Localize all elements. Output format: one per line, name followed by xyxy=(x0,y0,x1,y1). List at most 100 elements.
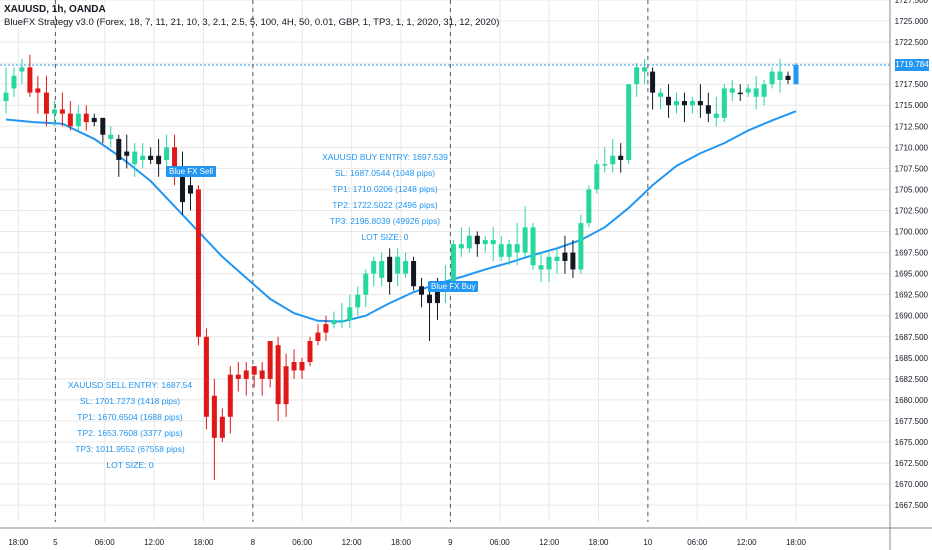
candle-body xyxy=(116,138,122,160)
y-tick-label: 1725.000 xyxy=(895,17,929,26)
sell-tp1: TP1: 1670.6504 (1688 pips) xyxy=(77,412,183,422)
sell-tp2: TP2: 1653.7608 (3377 pips) xyxy=(77,428,183,438)
candle-body xyxy=(27,67,33,93)
candle-body xyxy=(19,67,25,72)
candle-body xyxy=(745,88,751,93)
candle-body xyxy=(148,155,154,160)
candle-body xyxy=(761,84,767,97)
candle-body xyxy=(753,88,759,97)
candle-body xyxy=(180,172,186,203)
candle-body xyxy=(578,223,584,270)
sell-lot: LOT SIZE: 0 xyxy=(106,460,154,470)
sell-tp3: TP3: 1011.9552 (67558 pips) xyxy=(75,444,185,454)
candle-body xyxy=(602,164,608,166)
candle-body xyxy=(51,109,57,114)
candle-body xyxy=(203,336,209,417)
last-price-badge: 1719.784 xyxy=(895,58,929,71)
y-tick-label: 1692.500 xyxy=(895,291,929,300)
candle-body xyxy=(650,71,656,93)
y-tick-label: 1695.000 xyxy=(895,270,929,279)
x-tick-label: 06:00 xyxy=(292,538,313,547)
buy-tp1: TP1: 1710.0206 (1248 pips) xyxy=(332,184,438,194)
candle-body xyxy=(562,252,568,261)
candle-body xyxy=(195,189,201,337)
candle-body xyxy=(514,244,520,253)
y-tick-label: 1717.500 xyxy=(895,80,929,89)
candle-body xyxy=(737,92,743,95)
candle-body xyxy=(658,92,664,97)
candle-body xyxy=(211,395,217,438)
candle-body xyxy=(43,92,49,114)
candle-body xyxy=(363,273,369,295)
candle-body xyxy=(777,71,783,80)
candle-body xyxy=(83,113,89,123)
x-tick-label: 5 xyxy=(53,538,58,547)
sell-entry: XAUUSD SELL ENTRY: 1687.54 xyxy=(67,380,193,390)
candle-body xyxy=(490,239,496,245)
candle-body xyxy=(108,134,114,139)
x-tick-label: 9 xyxy=(448,538,453,547)
candle-body xyxy=(785,75,791,80)
candle-body xyxy=(124,151,130,156)
candle-body xyxy=(164,147,170,160)
candle-body xyxy=(67,113,73,127)
chart-title: XAUUSD, 1h, OANDA xyxy=(4,4,106,15)
candle-body xyxy=(235,374,241,379)
candle-body xyxy=(419,286,425,295)
y-tick-label: 1702.500 xyxy=(895,206,929,215)
candle-body xyxy=(339,319,345,322)
candle-body xyxy=(666,96,672,106)
candle-body xyxy=(506,244,512,257)
candle-body xyxy=(291,362,297,371)
candle-body xyxy=(554,256,560,261)
day-separators xyxy=(54,0,649,522)
y-tick-label: 1727.500 xyxy=(895,0,929,5)
y-tick-label: 1675.000 xyxy=(895,438,929,447)
candle-body xyxy=(3,92,9,102)
moving-average xyxy=(5,110,797,323)
symbol-label: XAUUSD, 1h, OANDA xyxy=(4,4,106,15)
candle-body xyxy=(689,101,695,106)
buy-info-panel: XAUUSD BUY ENTRY: 1697.539 SL: 1687.0544… xyxy=(320,149,450,245)
sell-signal-tag: Blue FX Sell xyxy=(166,166,217,177)
candle-body xyxy=(594,164,600,190)
candle-body xyxy=(546,256,552,270)
candle-body xyxy=(697,101,703,106)
candle-body xyxy=(59,109,65,114)
candle-body xyxy=(626,84,632,160)
sell-info-panel: XAUUSD SELL ENTRY: 1687.54 SL: 1701.7273… xyxy=(65,377,195,473)
x-tick-label: 18:00 xyxy=(193,538,214,547)
x-tick-label: 8 xyxy=(251,538,256,547)
candle-body xyxy=(642,67,648,72)
candle-body xyxy=(721,88,727,118)
candle-body xyxy=(729,88,735,93)
buy-signal-tag: Blue FX Buy xyxy=(428,281,479,292)
candle-body xyxy=(299,362,305,371)
candle-body xyxy=(634,67,640,85)
candle-body xyxy=(426,294,432,304)
candle-body xyxy=(315,332,321,341)
candle-body xyxy=(610,155,616,165)
candle-body xyxy=(586,189,592,224)
buy-lot: LOT SIZE: 0 xyxy=(361,232,409,242)
candle-body xyxy=(403,261,409,274)
x-tick-label: 06:00 xyxy=(490,538,511,547)
y-tick-label: 1670.000 xyxy=(895,480,929,489)
y-tick-label: 1680.000 xyxy=(895,396,929,405)
candles xyxy=(3,54,799,480)
x-tick-label: 12:00 xyxy=(342,538,363,547)
candle-body xyxy=(522,227,528,253)
candle-body xyxy=(355,294,361,308)
sell-sl: SL: 1701.7273 (1418 pips) xyxy=(79,396,181,406)
buy-sl: SL: 1687.0544 (1048 pips) xyxy=(334,168,436,178)
candle-body xyxy=(387,256,393,283)
candle-body xyxy=(267,340,273,379)
y-tick-label: 1712.500 xyxy=(895,122,929,131)
candle-body xyxy=(411,261,417,287)
y-tick-label: 1690.000 xyxy=(895,312,929,321)
candle-body xyxy=(530,227,536,266)
candle-body xyxy=(11,75,17,89)
candle-body xyxy=(275,345,281,405)
